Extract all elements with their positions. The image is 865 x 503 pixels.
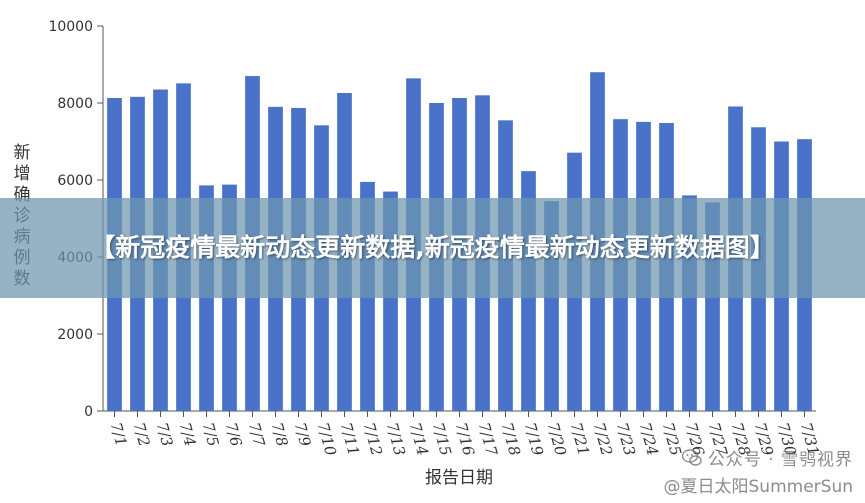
watermark: 公众号 · 雪鸮视界 @夏日太阳SummerSun bbox=[664, 445, 853, 497]
x-tick-label: 7/22 bbox=[590, 420, 616, 457]
banner-text: 【新冠疫情最新动态更新数据,新冠疫情最新动态更新数据图】 bbox=[90, 233, 775, 262]
x-tick-label: 7/10 bbox=[314, 420, 340, 458]
x-tick-label: 7/11 bbox=[337, 420, 363, 457]
x-tick-label: 7/13 bbox=[383, 420, 409, 457]
x-tick-label: 7/12 bbox=[360, 420, 386, 457]
watermark-account: 公众号 · 雪鸮视界 bbox=[707, 450, 853, 470]
x-tick-label: 7/14 bbox=[406, 420, 432, 457]
x-tick-label: 7/3 bbox=[153, 420, 177, 448]
y-tick-label: 10000 bbox=[48, 19, 93, 35]
x-tick-label: 7/7 bbox=[245, 420, 269, 448]
x-tick-label: 7/4 bbox=[176, 420, 200, 448]
x-tick-label: 7/6 bbox=[222, 420, 246, 448]
watermark-line-2: @夏日太阳SummerSun bbox=[663, 477, 853, 497]
y-tick-label: 2000 bbox=[57, 327, 93, 343]
title-banner: 【新冠疫情最新动态更新数据,新冠疫情最新动态更新数据图】 bbox=[0, 198, 865, 298]
x-tick-label: 7/24 bbox=[636, 420, 662, 457]
x-tick-label: 7/9 bbox=[291, 420, 315, 448]
x-tick-label: 7/21 bbox=[567, 420, 593, 457]
y-tick-label: 0 bbox=[84, 404, 93, 420]
watermark-line-1: 公众号 · 雪鸮视界 bbox=[681, 445, 853, 470]
wechat-icon bbox=[681, 448, 702, 466]
x-tick-label: 7/18 bbox=[498, 420, 524, 457]
y-tick-label: 6000 bbox=[57, 173, 93, 189]
x-tick-label: 7/1 bbox=[107, 420, 131, 448]
y-tick-label: 8000 bbox=[57, 96, 93, 112]
x-tick-label: 7/23 bbox=[613, 420, 639, 457]
x-tick-label: 7/15 bbox=[429, 420, 455, 457]
x-tick-label: 7/8 bbox=[268, 420, 292, 448]
x-tick-label: 7/5 bbox=[199, 420, 223, 448]
x-axis-title: 报告日期 bbox=[425, 468, 493, 488]
x-tick-label: 7/2 bbox=[130, 420, 154, 448]
